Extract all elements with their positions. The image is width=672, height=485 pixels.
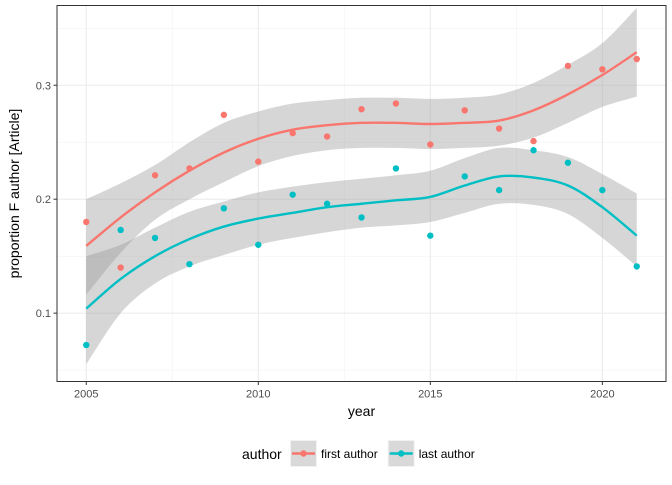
data-point xyxy=(427,232,434,239)
data-point xyxy=(633,263,640,270)
data-point xyxy=(255,158,262,165)
data-point xyxy=(220,205,228,212)
x-axis-title: year xyxy=(348,403,376,419)
data-point xyxy=(495,186,503,194)
plot-panel xyxy=(57,5,666,382)
y-axis-title: proportion F author [Article] xyxy=(6,109,22,279)
y-tick-label: 0.3 xyxy=(36,80,51,92)
x-tick-label: 2020 xyxy=(590,389,614,401)
y-axis: 0.1 0.2 0.3 xyxy=(36,80,57,320)
y-tick-label: 0.2 xyxy=(36,194,51,206)
data-point xyxy=(358,214,365,221)
data-point xyxy=(461,173,468,180)
data-point xyxy=(289,191,296,198)
x-tick-label: 2015 xyxy=(418,389,442,401)
data-point xyxy=(599,186,606,194)
data-point xyxy=(461,107,468,114)
y-tick-label: 0.1 xyxy=(36,308,51,320)
legend-key-point xyxy=(398,450,405,457)
data-point xyxy=(255,241,262,248)
data-point xyxy=(323,133,331,140)
data-point xyxy=(427,141,434,148)
data-point xyxy=(83,341,90,349)
data-point xyxy=(530,137,537,145)
confidence-band xyxy=(86,7,637,295)
legend-label: last author xyxy=(419,447,475,461)
data-point xyxy=(186,260,193,268)
smooth-line xyxy=(85,51,638,247)
smooth-line xyxy=(85,174,638,310)
legend: author first author last author xyxy=(242,440,475,467)
data-point xyxy=(220,111,228,119)
data-point xyxy=(495,125,503,132)
legend-key-point xyxy=(300,450,307,457)
data-point xyxy=(186,165,193,172)
panel-border xyxy=(56,5,667,382)
data-point xyxy=(358,105,365,113)
legend-label: first author xyxy=(321,447,378,461)
data-point xyxy=(83,218,90,226)
confidence-ribbons xyxy=(86,7,637,365)
grid-minor xyxy=(57,5,666,382)
x-tick-label: 2005 xyxy=(74,389,98,401)
confidence-band xyxy=(86,147,637,365)
data-point xyxy=(117,226,124,234)
data-point xyxy=(599,66,606,73)
data-point xyxy=(564,159,572,166)
data-point xyxy=(633,55,640,63)
data-point xyxy=(151,234,159,242)
data-point xyxy=(289,129,296,137)
x-tick-label: 2010 xyxy=(246,389,270,401)
x-axis: 2005 2010 2015 2020 xyxy=(74,381,615,401)
data-point xyxy=(151,172,159,179)
data-point xyxy=(564,62,572,70)
data-point xyxy=(117,264,124,271)
legend-title: author xyxy=(242,446,282,462)
data-point xyxy=(323,200,331,207)
legend-keys: first author last author xyxy=(290,440,475,467)
data-point xyxy=(392,165,400,172)
data-point xyxy=(392,100,400,107)
smooth-lines xyxy=(85,51,638,310)
data-points xyxy=(83,55,640,349)
data-point xyxy=(530,147,537,154)
